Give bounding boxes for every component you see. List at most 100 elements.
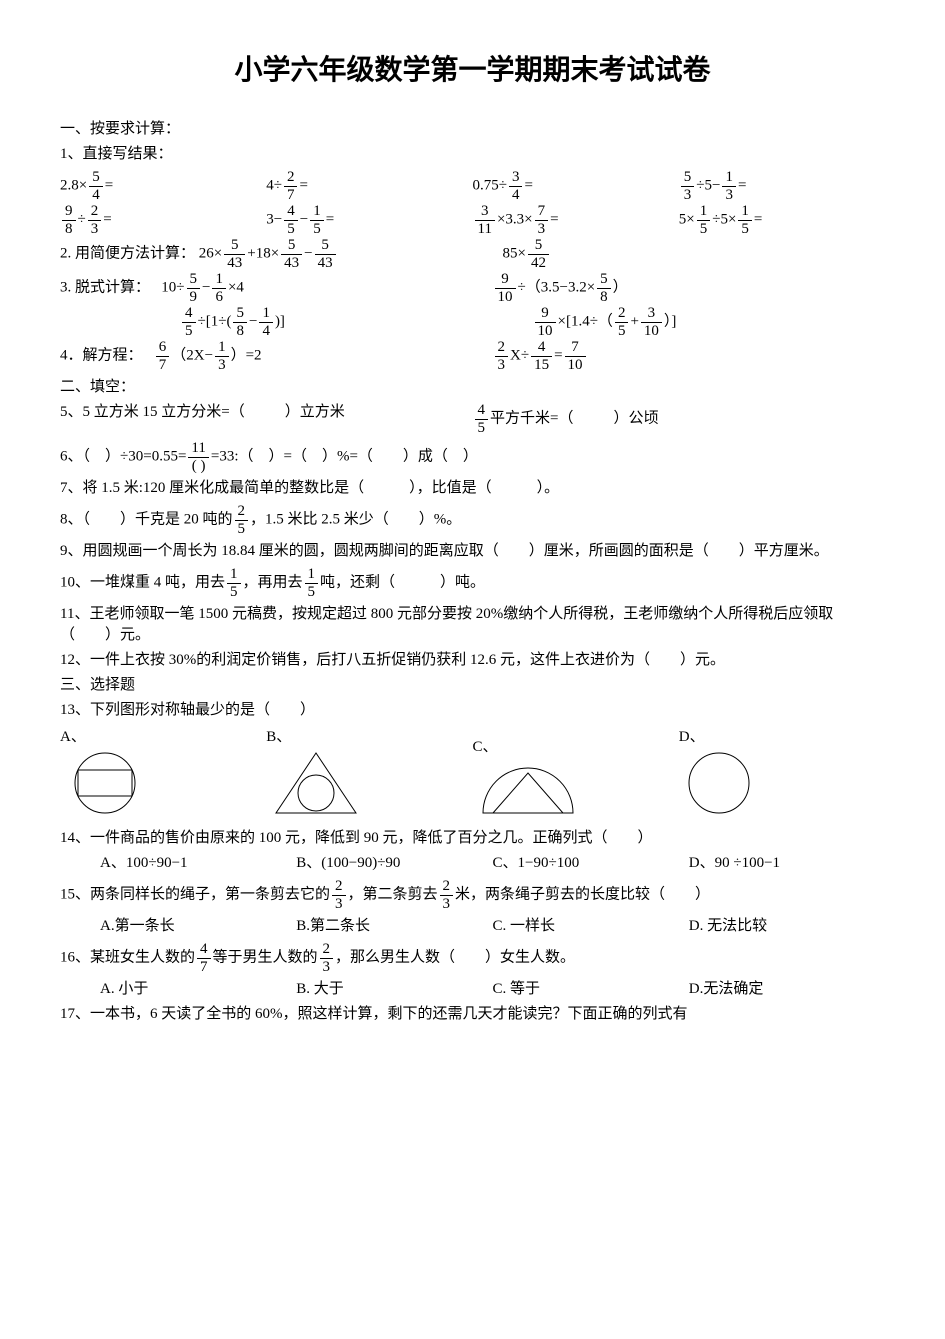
expr: 3−45−15=	[266, 203, 472, 237]
den: 5	[227, 584, 241, 601]
den: 4	[259, 323, 273, 340]
q16-options: A. 小于 B. 大于 C. 等于 D.无法确定	[100, 979, 885, 1000]
t: 10、一堆煤重 4 吨，用去	[60, 575, 225, 591]
semicircle-triangle-icon	[473, 758, 583, 818]
shape-c: C、	[473, 737, 679, 818]
opt-a: A. 小于	[100, 979, 296, 1000]
t: ）公顷	[613, 411, 658, 427]
q15-options: A.第一条长 B.第二条长 C. 一样长 D. 无法比较	[100, 916, 885, 937]
t: +	[630, 314, 638, 330]
den: 10	[565, 357, 586, 374]
den: 43	[281, 255, 302, 272]
den: 7	[284, 187, 298, 204]
num: 1	[259, 305, 273, 323]
num: 2	[440, 878, 454, 896]
den: 9	[187, 289, 201, 306]
den: 8	[597, 289, 611, 306]
num: 7	[565, 339, 586, 357]
q11: 11、王老师领取一笔 1500 元稿费，按规定超过 800 元部分要按 20%缴…	[60, 604, 885, 646]
num: 4	[284, 203, 298, 221]
num: 7	[535, 203, 549, 221]
t: ÷（3.5−3.2×	[518, 280, 596, 296]
den: ( )	[188, 458, 208, 475]
q13-shapes: A、 B、 C、 D、	[60, 727, 885, 818]
t: 10÷	[161, 280, 184, 296]
num: 2	[495, 339, 509, 357]
expr: 23X÷415=710	[453, 339, 886, 373]
num: 4	[531, 339, 552, 357]
den: 6	[212, 289, 226, 306]
q3-row1: 3. 脱式计算： 10÷59−16×4 910÷（3.5−3.2×58）	[60, 271, 885, 305]
circle-rect-icon	[60, 748, 150, 818]
t: ，再用去	[243, 575, 303, 591]
den: 5	[310, 221, 324, 238]
t: +18×	[247, 246, 279, 262]
num: 1	[227, 566, 241, 584]
num: 4	[182, 305, 196, 323]
den: 5	[235, 521, 249, 538]
den: 8	[62, 221, 76, 238]
num: 5	[89, 169, 103, 187]
t: =	[299, 178, 307, 194]
den: 4	[89, 187, 103, 204]
expr: 2. 用简便方法计算： 26×543+18×543−543	[60, 237, 443, 271]
expr: 5、5 立方米 15 立方分米=（）立方米	[60, 402, 473, 436]
opt-b: B.第二条长	[296, 916, 492, 937]
t: 5×	[679, 212, 695, 228]
q7: 7、将 1.5 米:120 厘米化成最简单的整数比是（ ），比值是（ ）。	[60, 478, 885, 499]
q6: 6、（ ）÷30=0.55=11( )=33:（ ）=（ ）%=（ ）成（ ）	[60, 440, 885, 474]
t: 吨，还剩（ ）吨。	[320, 575, 485, 591]
expr: 85×542	[443, 237, 886, 271]
opt-b: B、(100−90)÷90	[296, 853, 492, 874]
den: 7	[197, 959, 211, 976]
t: 3. 脱式计算：	[60, 280, 150, 296]
q15: 15、两条同样长的绳子，第一条剪去它的23，第二条剪去23米，两条绳子剪去的长度…	[60, 878, 885, 912]
den: 5	[182, 323, 196, 340]
num: 2	[284, 169, 298, 187]
t: ，那么男生人数（ ）女生人数。	[335, 950, 575, 966]
t: 2.8×	[60, 178, 87, 194]
den: 3	[88, 221, 102, 238]
t: 8、（ ）千克是 20 吨的	[60, 512, 233, 528]
expr: 2.8×54=	[60, 169, 266, 203]
num: 1	[215, 339, 229, 357]
page-title: 小学六年级数学第一学期期末考试试卷	[60, 50, 885, 89]
num: 3	[509, 169, 523, 187]
label-a: A、	[60, 729, 86, 745]
shape-b: B、	[266, 727, 472, 818]
t: ）]	[664, 314, 677, 330]
expr: 5×15÷5×15=	[679, 203, 885, 237]
expr: 311×3.3×73=	[473, 203, 679, 237]
t: ÷5−	[696, 178, 720, 194]
q5: 5、5 立方米 15 立方分米=（）立方米 45平方千米=（）公顷	[60, 402, 885, 436]
q4-row: 4．解方程： 67（2X−13）=2 23X÷415=710	[60, 339, 885, 373]
num: 1	[310, 203, 324, 221]
t: =	[524, 178, 532, 194]
expr: 45÷[1÷(58−14)]	[180, 305, 533, 339]
num: 3	[475, 203, 495, 221]
den: 5	[305, 584, 319, 601]
q10: 10、一堆煤重 4 吨，用去15，再用去15吨，还剩（ ）吨。	[60, 566, 885, 600]
circle-icon	[679, 748, 759, 818]
t: =33:（ ）=（ ）%=（ ）成（ ）	[211, 449, 478, 465]
num: 1	[722, 169, 736, 187]
section2-heading: 二、填空：	[60, 377, 885, 398]
q2-row: 2. 用简便方法计算： 26×543+18×543−543 85×542	[60, 237, 885, 271]
expr: 3. 脱式计算： 10÷59−16×4	[60, 271, 453, 305]
t: 平方千米=（	[490, 411, 573, 427]
t: 4．解方程：	[60, 348, 143, 364]
expr: 0.75÷34=	[473, 169, 679, 203]
shape-a: A、	[60, 727, 266, 818]
t: −	[249, 314, 257, 330]
t: −	[202, 280, 210, 296]
t: 85×	[503, 246, 526, 262]
t: )]	[275, 314, 285, 330]
q1-label: 1、直接写结果：	[60, 144, 885, 165]
q12: 12、一件上衣按 30%的利润定价销售，后打八五折促销仍获利 12.6 元，这件…	[60, 650, 885, 671]
num: 1	[305, 566, 319, 584]
t: −	[300, 212, 308, 228]
den: 3	[495, 357, 509, 374]
den: 4	[509, 187, 523, 204]
num: 2	[332, 878, 346, 896]
num: 9	[535, 305, 556, 323]
